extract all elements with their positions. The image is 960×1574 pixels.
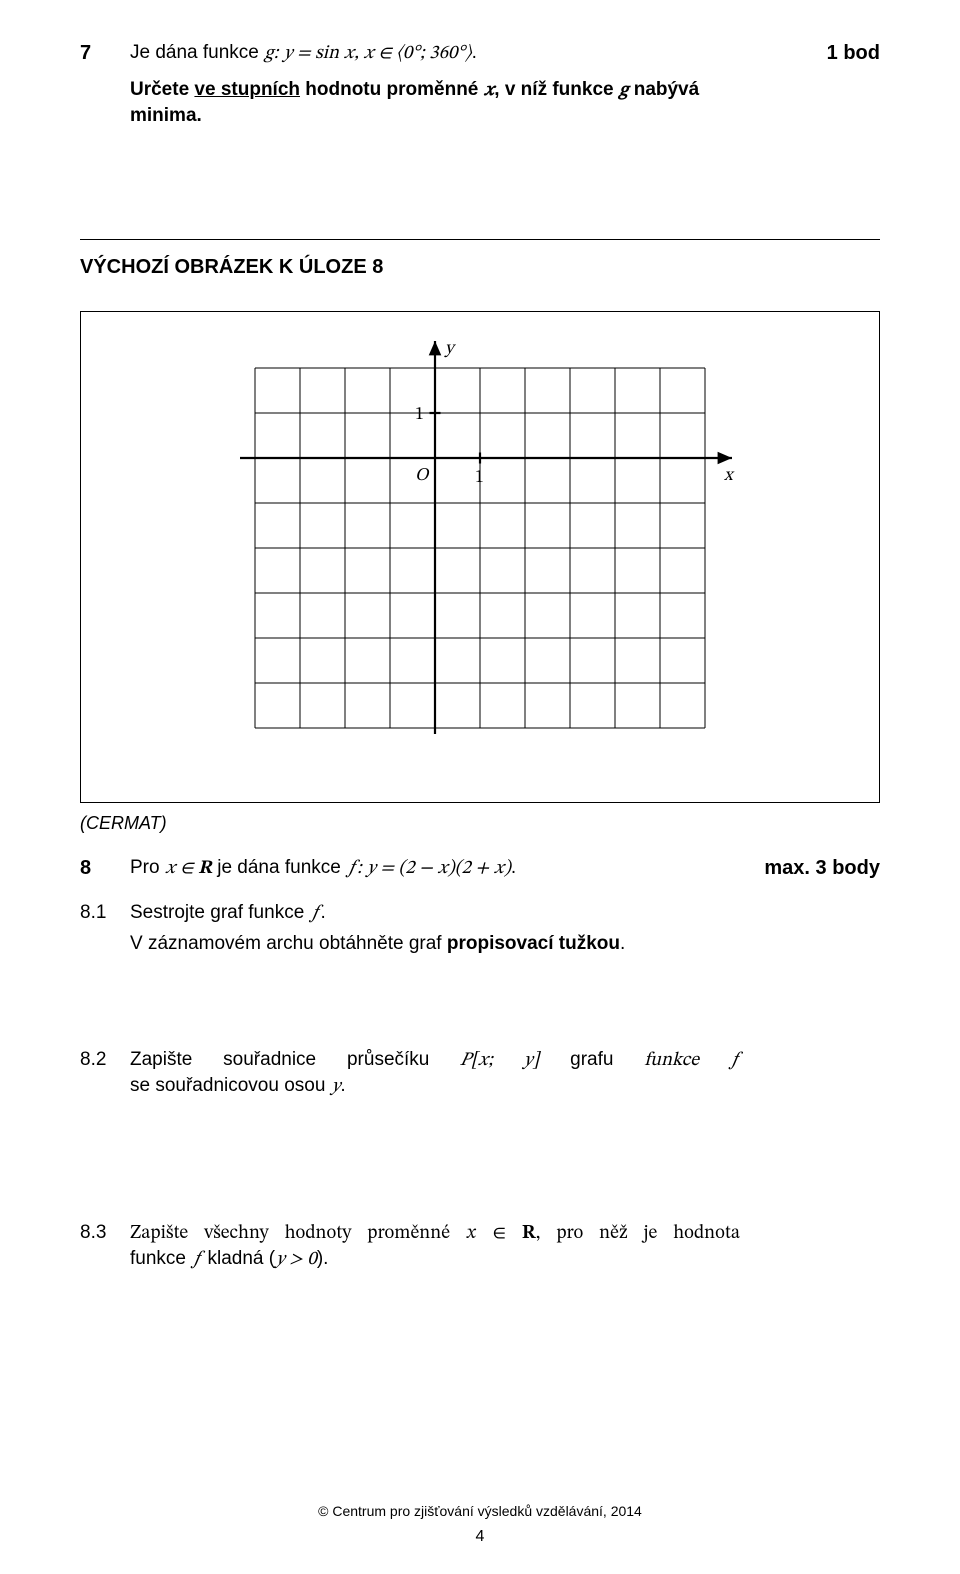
q7-var-x: 𝑥 xyxy=(484,81,495,100)
grid-wrap: y x O 1 1 xyxy=(95,324,865,764)
q8-3-l2a: funkce xyxy=(130,1248,191,1269)
question-8-3-row: 8.3 Zapište všechny hodnoty proměnné 𝑥 ∈… xyxy=(80,1220,880,1273)
q8-3-l2math: 𝑦 > 0 xyxy=(275,1250,317,1269)
q8-note-bold: propisovací tužkou xyxy=(447,933,620,954)
q8-2-line2var: 𝑦 xyxy=(331,1077,341,1096)
footer-copyright: © Centrum pro zjišťování výsledků vzdělá… xyxy=(0,1502,960,1521)
q7-number: 7 xyxy=(80,40,130,67)
q7-points: 1 bod xyxy=(760,40,880,67)
q8-text: Pro 𝑥 ∈ 𝐑 je dána funkce 𝑓: 𝑦 = (2 − 𝑥)(… xyxy=(130,855,750,882)
q7-text-before: Je dána funkce xyxy=(130,42,264,63)
q7-prompt-mid2: , v níž funkce xyxy=(494,79,619,100)
svg-text:O: O xyxy=(415,467,430,485)
q8-cond: 𝑥 ∈ 𝐑 xyxy=(165,859,212,878)
q7-text-after: . xyxy=(472,42,477,63)
q7-prompt: Určete ve stupních hodnotu proměnné 𝑥, v… xyxy=(130,79,699,127)
q8-2-line2a: se souřadnicovou osou xyxy=(130,1075,331,1096)
question-7-row: 7 Je dána funkce 𝑔: 𝑦 = sin 𝑥, 𝑥 ∈ ⟨0°; … xyxy=(80,40,880,129)
question-8-1-row: 8.1 Sestrojte graf funkce 𝑓. xyxy=(80,900,880,927)
q8-2-a: Zapište xyxy=(130,1049,192,1070)
q8-fn: 𝑓: 𝑦 = (2 − 𝑥)(2 + 𝑥) xyxy=(346,859,511,878)
coordinate-grid-svg: y x O 1 1 xyxy=(219,332,741,764)
q8-1-text: Sestrojte graf funkce 𝑓. xyxy=(130,900,750,927)
q8-points: max. 3 body xyxy=(750,855,880,882)
q8-2-line2after: . xyxy=(340,1075,345,1096)
attribution: (CERMAT) xyxy=(80,811,880,835)
q7-prompt-prefix: Určete xyxy=(130,79,194,100)
q8-2-number: 8.2 xyxy=(80,1047,130,1073)
q8-2-math: 𝑃[𝑥; 𝑦] xyxy=(460,1051,539,1070)
q8-3-l2c: ). xyxy=(317,1248,329,1269)
svg-text:x: x xyxy=(723,467,735,485)
q8-number: 8 xyxy=(80,855,130,882)
page-number: 4 xyxy=(0,1526,960,1548)
q8-3-l2var: 𝑓 xyxy=(191,1250,202,1269)
q8-3-number: 8.3 xyxy=(80,1220,130,1246)
q8-2-b: souřadnice xyxy=(223,1049,316,1070)
svg-text:1: 1 xyxy=(475,469,484,487)
figure-frame: y x O 1 1 xyxy=(80,311,880,803)
svg-text:y: y xyxy=(444,340,457,358)
q8-before: Pro xyxy=(130,857,165,878)
q7-var-g: 𝑔 xyxy=(619,81,629,100)
question-8-row: 8 Pro 𝑥 ∈ 𝐑 je dána funkce 𝑓: 𝑦 = (2 − 𝑥… xyxy=(80,855,880,882)
q8-note-suffix: . xyxy=(620,933,625,954)
q8-3-l2b: kladná ( xyxy=(202,1248,275,1269)
q7-math: 𝑔: 𝑦 = sin 𝑥, 𝑥 ∈ ⟨0°; 360°⟩ xyxy=(264,44,471,63)
divider xyxy=(80,239,880,240)
q8-1-after: . xyxy=(321,902,326,923)
q8-1-var: 𝑓 xyxy=(310,904,321,923)
q8-after: . xyxy=(511,857,516,878)
q7-prompt-underlined: ve stupních xyxy=(194,79,300,100)
q8-note-prefix: V záznamovém archu obtáhněte graf xyxy=(130,933,447,954)
q8-note: V záznamovém archu obtáhněte graf propis… xyxy=(130,931,880,957)
q8-3-text: Zapište všechny hodnoty proměnné 𝑥 ∈ 𝐑, … xyxy=(130,1220,750,1273)
q8-2-text: Zapište souřadnice průsečíku 𝑃[𝑥; 𝑦] gra… xyxy=(130,1047,750,1100)
question-8-2-row: 8.2 Zapište souřadnice průsečíku 𝑃[𝑥; 𝑦]… xyxy=(80,1047,880,1100)
q7-prompt-middle: hodnotu proměnné xyxy=(300,79,484,100)
section-8-title: VÝCHOZÍ OBRÁZEK K ÚLOZE 8 xyxy=(80,254,880,281)
q8-2-d: grafu xyxy=(570,1049,613,1070)
q8-2-e: funkce 𝑓 xyxy=(644,1051,740,1070)
q8-mid: je dána funkce xyxy=(212,857,346,878)
q8-1-number: 8.1 xyxy=(80,900,130,926)
q7-body: Je dána funkce 𝑔: 𝑦 = sin 𝑥, 𝑥 ∈ ⟨0°; 36… xyxy=(130,40,760,129)
q8-2-c: průsečíku xyxy=(347,1049,429,1070)
footer: © Centrum pro zjišťování výsledků vzdělá… xyxy=(0,1502,960,1548)
q8-3-line1: Zapište všechny hodnoty proměnné 𝑥 ∈ 𝐑, … xyxy=(130,1224,740,1243)
q8-1-t: Sestrojte graf funkce xyxy=(130,902,310,923)
svg-text:1: 1 xyxy=(415,406,424,424)
